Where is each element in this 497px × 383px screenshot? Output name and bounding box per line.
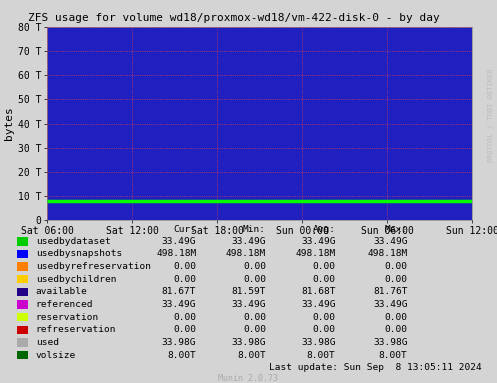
Text: 0.00: 0.00 [173, 275, 196, 284]
Text: usedbysnapshots: usedbysnapshots [36, 249, 122, 259]
Text: 33.49G: 33.49G [373, 237, 408, 246]
Text: 33.49G: 33.49G [373, 300, 408, 309]
Text: 33.49G: 33.49G [162, 300, 196, 309]
Text: 0.00: 0.00 [385, 325, 408, 334]
Text: 0.00: 0.00 [243, 313, 266, 322]
Text: 8.00T: 8.00T [237, 350, 266, 360]
Text: 0.00: 0.00 [243, 262, 266, 271]
Text: 81.67T: 81.67T [162, 287, 196, 296]
Text: 0.00: 0.00 [385, 313, 408, 322]
Text: 33.98G: 33.98G [373, 338, 408, 347]
Text: 33.49G: 33.49G [301, 237, 335, 246]
Text: 33.49G: 33.49G [232, 300, 266, 309]
Text: referenced: referenced [36, 300, 93, 309]
Text: RRDTOOL / TOBI OETIKER: RRDTOOL / TOBI OETIKER [488, 68, 494, 162]
Text: Max:: Max: [385, 225, 408, 234]
Text: 498.18M: 498.18M [226, 249, 266, 259]
Text: 33.98G: 33.98G [232, 338, 266, 347]
Text: available: available [36, 287, 87, 296]
Text: 0.00: 0.00 [173, 325, 196, 334]
Text: 0.00: 0.00 [173, 313, 196, 322]
Y-axis label: bytes: bytes [4, 106, 14, 141]
Text: ZFS usage for volume wd18/proxmox-wd18/vm-422-disk-0 - by day: ZFS usage for volume wd18/proxmox-wd18/v… [28, 13, 439, 23]
Text: 0.00: 0.00 [313, 313, 335, 322]
Text: 0.00: 0.00 [313, 325, 335, 334]
Text: Last update: Sun Sep  8 13:05:11 2024: Last update: Sun Sep 8 13:05:11 2024 [269, 363, 482, 372]
Text: Min:: Min: [243, 225, 266, 234]
Text: 33.49G: 33.49G [301, 300, 335, 309]
Text: 0.00: 0.00 [243, 325, 266, 334]
Text: 0.00: 0.00 [385, 262, 408, 271]
Text: usedbyrefreservation: usedbyrefreservation [36, 262, 151, 271]
Text: 33.98G: 33.98G [162, 338, 196, 347]
Text: Avg:: Avg: [313, 225, 335, 234]
Text: 33.49G: 33.49G [232, 237, 266, 246]
Text: usedbydataset: usedbydataset [36, 237, 110, 246]
Text: 0.00: 0.00 [385, 275, 408, 284]
Text: Munin 2.0.73: Munin 2.0.73 [219, 374, 278, 383]
Text: reservation: reservation [36, 313, 99, 322]
Text: 81.59T: 81.59T [232, 287, 266, 296]
Text: refreservation: refreservation [36, 325, 116, 334]
Text: 0.00: 0.00 [313, 262, 335, 271]
Text: 8.00T: 8.00T [379, 350, 408, 360]
Text: 0.00: 0.00 [243, 275, 266, 284]
Text: 498.18M: 498.18M [367, 249, 408, 259]
Text: 81.76T: 81.76T [373, 287, 408, 296]
Text: volsize: volsize [36, 350, 76, 360]
Text: 8.00T: 8.00T [307, 350, 335, 360]
Text: 33.98G: 33.98G [301, 338, 335, 347]
Text: used: used [36, 338, 59, 347]
Text: usedbychildren: usedbychildren [36, 275, 116, 284]
Text: 0.00: 0.00 [313, 275, 335, 284]
Text: 33.49G: 33.49G [162, 237, 196, 246]
Text: 498.18M: 498.18M [295, 249, 335, 259]
Text: Cur:: Cur: [173, 225, 196, 234]
Text: 81.68T: 81.68T [301, 287, 335, 296]
Text: 498.18M: 498.18M [156, 249, 196, 259]
Text: 8.00T: 8.00T [167, 350, 196, 360]
Text: 0.00: 0.00 [173, 262, 196, 271]
